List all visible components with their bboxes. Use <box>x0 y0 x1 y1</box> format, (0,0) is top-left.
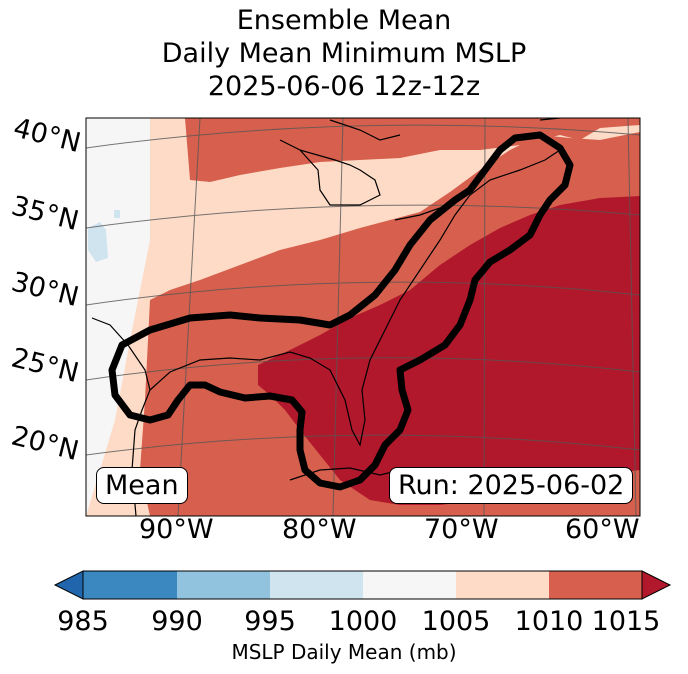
pressure-field <box>86 118 640 516</box>
lon-label-70w: 70°W <box>424 514 499 545</box>
colorbar-tick: 1015 <box>591 606 661 637</box>
colorbar-tick: 985 <box>57 606 109 637</box>
title-line-1: Ensemble Mean <box>236 5 452 36</box>
mean-box: Mean <box>96 467 188 504</box>
colorbar-tick: 1005 <box>421 606 491 637</box>
lon-label-60w: 60°W <box>565 514 640 545</box>
lon-label-80w: 80°W <box>282 514 357 545</box>
run-date-box: Run: 2025-06-02 <box>389 467 634 504</box>
colorbar-tick: 1000 <box>328 606 398 637</box>
colorbar <box>53 570 672 600</box>
ensemble-contour <box>108 131 574 491</box>
colorbar-tick: 1010 <box>514 606 584 637</box>
colorbar-tick: 990 <box>151 606 203 637</box>
colorbar-label: MSLP Daily Mean (mb) <box>231 640 457 664</box>
title-line-3: 2025-06-06 12z-12z <box>207 71 481 102</box>
lon-label-90w: 90°W <box>139 514 214 545</box>
colorbar-tick: 995 <box>244 606 296 637</box>
title-line-2: Daily Mean Minimum MSLP <box>161 38 527 69</box>
